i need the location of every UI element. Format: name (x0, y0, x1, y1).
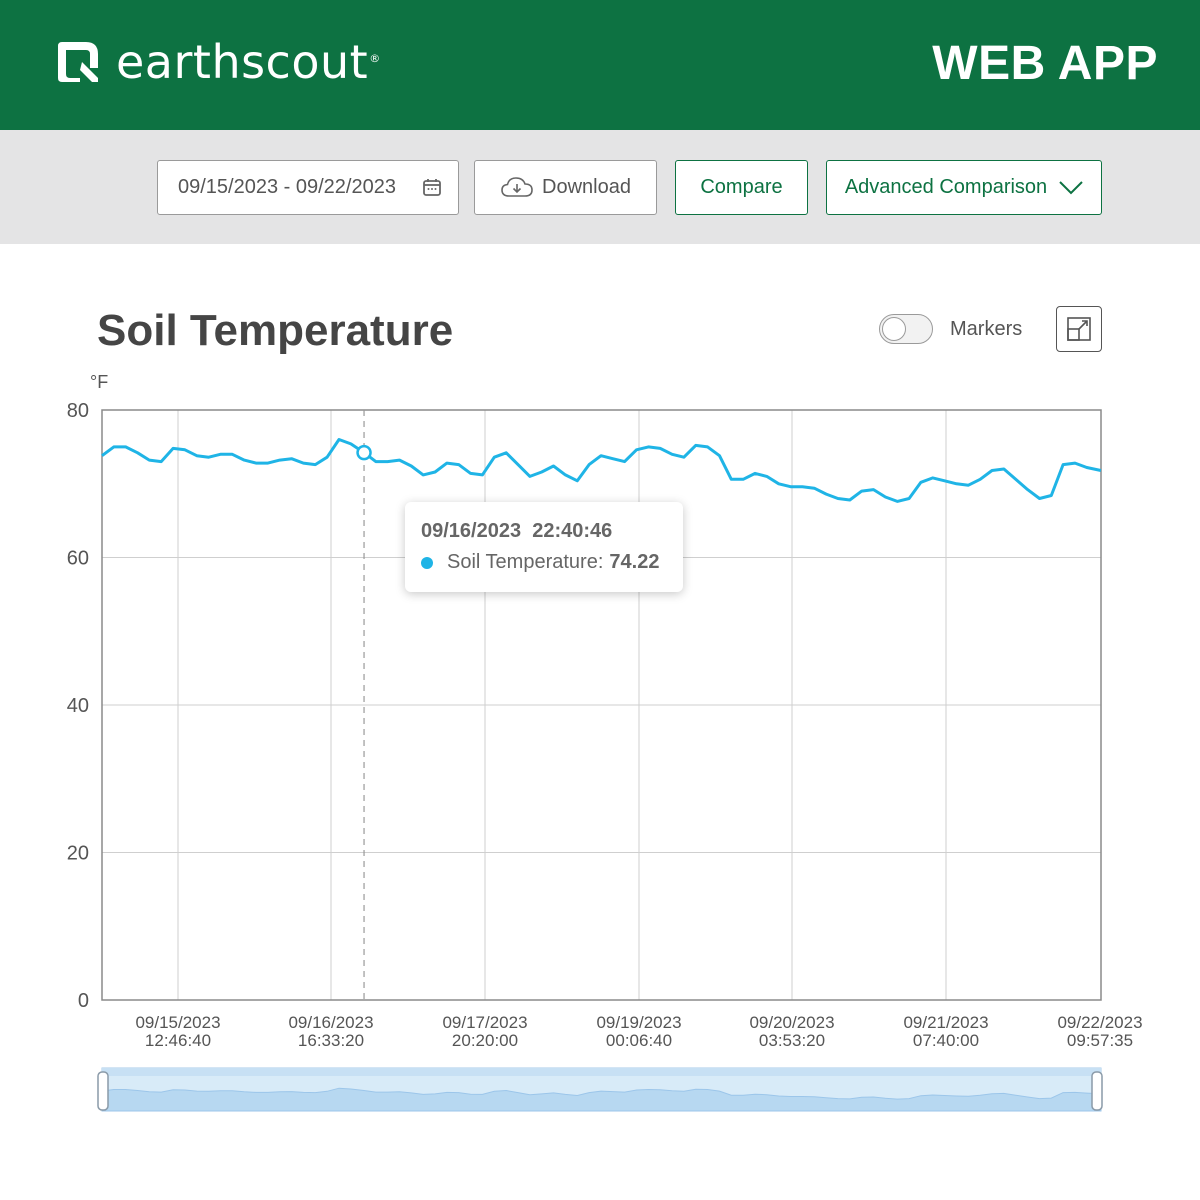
calendar-icon (423, 179, 441, 196)
x-tick-time-label: 16:33:20 (298, 1031, 364, 1050)
app-header: earthscout® WEB APP (0, 0, 1200, 130)
x-tick-time-label: 00:06:40 (606, 1031, 672, 1050)
x-tick-label: 09/19/2023 (596, 1013, 681, 1032)
date-range-picker[interactable]: 09/15/2023 - 09/22/2023 (157, 160, 459, 215)
x-tick-label: 09/20/2023 (749, 1013, 834, 1032)
chart-tooltip: 09/16/2023 22:40:46 Soil Temperature: 74… (405, 502, 683, 592)
cloud-download-icon (501, 176, 533, 197)
logo-text: earthscout® (116, 35, 381, 89)
compare-label: Compare (700, 176, 783, 198)
range-navigator-area (101, 1087, 1102, 1112)
x-tick-label: 09/22/2023 (1057, 1013, 1142, 1032)
x-tick-time-label: 03:53:20 (759, 1031, 825, 1050)
tooltip-row: Soil Temperature: 74.22 (421, 551, 667, 574)
x-tick-label: 09/21/2023 (903, 1013, 988, 1032)
toolbar: 09/15/2023 - 09/22/2023 Download Compare… (0, 130, 1200, 244)
range-handle-right[interactable] (1091, 1071, 1103, 1111)
tooltip-datetime: 09/16/2023 22:40:46 (421, 520, 613, 542)
app-label: WEB APP (932, 37, 1158, 90)
y-tick-label: 0 (78, 990, 89, 1012)
y-tick-label: 80 (67, 400, 89, 422)
markers-label: Markers (950, 318, 1023, 340)
earthscout-logo-icon (58, 42, 98, 82)
range-navigator-top-band (102, 1068, 1101, 1076)
x-tick-label: 09/15/2023 (135, 1013, 220, 1032)
tooltip-value: 74.22 (609, 551, 660, 573)
range-handle-left[interactable] (97, 1071, 109, 1111)
y-tick-label: 40 (67, 695, 89, 717)
highlight-point (356, 444, 372, 461)
tooltip-series-label: Soil Temperature: (447, 551, 604, 573)
expand-icon (1067, 317, 1091, 341)
x-tick-time-label: 07:40:00 (913, 1031, 979, 1050)
chevron-down-icon (1059, 180, 1083, 194)
y-tick-label: 20 (67, 843, 89, 865)
y-tick-label: 60 (67, 548, 89, 570)
advanced-comparison-dropdown[interactable]: Advanced Comparison (826, 160, 1102, 215)
earthscout-logo[interactable]: earthscout® (54, 38, 381, 86)
markers-toggle[interactable] (879, 314, 933, 344)
x-tick-time-label: 09:57:35 (1067, 1031, 1133, 1050)
chart-title: Soil Temperature (97, 306, 454, 355)
download-label: Download (542, 176, 631, 198)
x-tick-time-label: 20:20:00 (452, 1031, 518, 1050)
expand-chart-button[interactable] (1056, 306, 1102, 352)
series-color-dot (421, 556, 433, 569)
series-line-soil-temperature (101, 438, 1102, 503)
x-tick-label: 09/16/2023 (288, 1013, 373, 1032)
download-button[interactable]: Download (474, 160, 657, 215)
x-tick-time-label: 12:46:40 (145, 1031, 211, 1050)
y-axis-unit: °F (90, 372, 109, 392)
plot-area-border (101, 409, 1102, 1001)
advanced-comparison-label: Advanced Comparison (844, 176, 1048, 198)
x-tick-label: 09/17/2023 (442, 1013, 527, 1032)
toggle-knob (882, 317, 906, 341)
compare-button[interactable]: Compare (675, 160, 808, 215)
date-range-value: 09/15/2023 - 09/22/2023 (178, 176, 396, 198)
